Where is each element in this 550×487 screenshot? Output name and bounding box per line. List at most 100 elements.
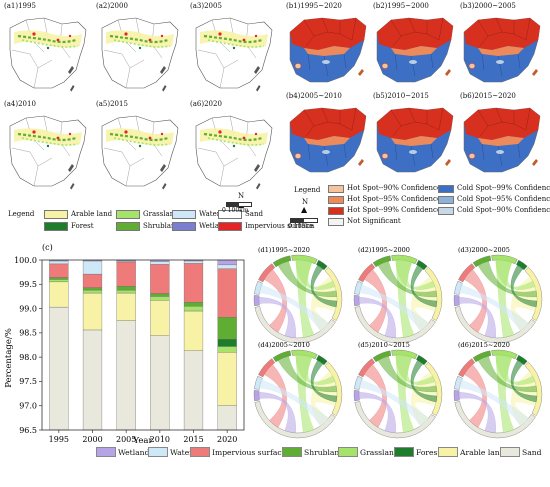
- bl-impervious-swatch: [190, 447, 210, 457]
- chord-arc-grassland: [291, 349, 318, 360]
- chord-panel-label: (d2)1995~2000: [358, 246, 410, 254]
- panel-label-b6: (b6)2015~2020: [460, 92, 516, 100]
- chord-arc-shrubland: [372, 255, 392, 268]
- y-tick-label: 97.5: [19, 377, 37, 386]
- bar-segment-arable-land: [82, 292, 103, 331]
- panel-label-a4: (a4)2010: [4, 100, 36, 108]
- chord-arc-impervious-surface: [258, 358, 276, 378]
- chord-arc-shrubland: [272, 350, 292, 363]
- bar-segment-sand: [183, 350, 204, 431]
- map-b2: [376, 17, 454, 83]
- bar-segment-impervious-surface: [150, 264, 170, 294]
- chord-ribbon: [377, 260, 438, 298]
- chord-arc-water: [254, 280, 263, 295]
- chord-diagram-2: (d2)1995~2000: [353, 246, 443, 344]
- chart-panel-label: (c): [42, 243, 53, 252]
- chord-panel-label: (d3)2000~2005: [458, 246, 510, 254]
- chord-ribbon: [259, 284, 329, 332]
- map-a5: [100, 114, 180, 191]
- bar-segment-water: [150, 261, 170, 265]
- map-a1: [8, 16, 88, 93]
- chord-ribbon: [410, 265, 438, 308]
- forest-swatch: [44, 222, 68, 231]
- chord-diagram-5: (d5)2010~2015: [353, 341, 443, 439]
- bl-water-swatch: [148, 447, 168, 457]
- chart-frame: [41, 259, 245, 431]
- chord-panel-label: (d4)2005~2010: [258, 341, 310, 349]
- map-b6: [463, 107, 541, 173]
- bar-segment-impervious-surface: [116, 261, 136, 287]
- y-tick-label: 96.5: [19, 426, 37, 435]
- bl-shrubland: Shrubland: [282, 447, 344, 457]
- bar-segment-arable-land: [49, 281, 69, 308]
- x-tick-label: 2015: [183, 435, 203, 444]
- bar-segment-impervious-surface: [217, 268, 237, 318]
- bar-segment-grassland: [82, 289, 103, 294]
- bar-segment-grassland: [49, 279, 69, 283]
- chord-arc-wetland: [353, 295, 360, 307]
- legend-item-shrubland: Shrubland: [116, 222, 180, 231]
- chord-arc-wetland: [453, 295, 460, 307]
- legend-item-water: Water: [172, 210, 220, 219]
- chord-arc-impervious-surface: [358, 358, 376, 378]
- legend-title: Legend: [8, 210, 35, 218]
- chord-arc-water: [354, 375, 363, 390]
- x-tick-label: 2020: [217, 435, 237, 444]
- chord-ribbon: [395, 259, 436, 290]
- bar-segment-arable-land: [116, 292, 136, 321]
- chord-arc-shrubland: [272, 255, 292, 268]
- legend-b-title: Legend: [294, 186, 321, 194]
- map-a6: [194, 114, 274, 191]
- bar-segment-sand: [150, 335, 170, 431]
- chord-ribbon: [459, 379, 529, 427]
- bottom-legend: Wetland Water Impervious surface Shrubla…: [96, 447, 550, 459]
- chord-arc-forest: [416, 259, 428, 271]
- panel-label-b4: (b4)2005~2010: [286, 92, 342, 100]
- scale-bar-b: [290, 218, 318, 223]
- bar-segment-sand: [82, 329, 103, 431]
- chord-arc-water: [454, 280, 463, 295]
- bl-grassland-swatch: [338, 447, 358, 457]
- bar-segment-sand: [49, 306, 69, 431]
- legend-hot95: Hot Spot--95% Confidence: [328, 195, 441, 204]
- sand-swatch: [218, 210, 242, 219]
- y-tick-label: 97.0: [19, 402, 37, 411]
- legend-cold99: Cold Spot--99% Confidence: [438, 184, 550, 193]
- chord-ribbon: [477, 355, 538, 393]
- chord-diagrams: (d1)1995~2020 (d2)1995~2000 (d3)2000~2005 (…: [253, 246, 543, 439]
- chord-ribbon: [359, 379, 429, 427]
- chord-arc-wetland: [253, 295, 260, 307]
- bar-segment-forest: [217, 338, 237, 347]
- chord-arc-forest: [316, 259, 328, 271]
- chord-ribbon: [310, 265, 338, 308]
- map-a2: [100, 16, 180, 93]
- y-tick-label: 100.0: [14, 256, 37, 265]
- bl-forest-swatch: [394, 447, 414, 457]
- map-b3: [463, 17, 541, 83]
- chord-diagram-6: (d6)2015~2020: [453, 341, 543, 439]
- chord-ribbon: [395, 354, 436, 385]
- chord-ribbon: [295, 354, 336, 385]
- north-arrow-b-icon: ▲: [301, 205, 308, 214]
- bar-segment-impervious-surface: [82, 273, 103, 288]
- chord-arc-shrubland: [372, 350, 392, 363]
- legend-hot90: Hot Spot--90% Confidence: [328, 184, 441, 193]
- map-b5: [376, 107, 454, 173]
- scale-label-b: 0 100km: [288, 223, 315, 230]
- chord-ribbon: [277, 355, 338, 393]
- map-a4: [8, 114, 88, 191]
- bl-grassland: Grassland: [338, 447, 399, 457]
- legend-item-sand: Sand: [218, 210, 263, 219]
- bar-segment-water: [217, 264, 237, 269]
- chord-arc-impervious-surface: [358, 263, 376, 283]
- chord-arc-grassland: [491, 349, 518, 360]
- arable-swatch: [44, 210, 68, 219]
- bl-shrubland-swatch: [282, 447, 302, 457]
- grassland-swatch: [116, 210, 140, 219]
- legend-item-wetland: Wetland: [172, 222, 228, 231]
- chord-arc-water: [454, 375, 463, 390]
- legend-cold90: Cold Spot--90% Confidence: [438, 206, 550, 215]
- chord-arc-water: [354, 280, 363, 295]
- north-arrow-b-label: N: [302, 198, 309, 206]
- chord-diagram-4: (d4)2005~2010: [253, 341, 343, 439]
